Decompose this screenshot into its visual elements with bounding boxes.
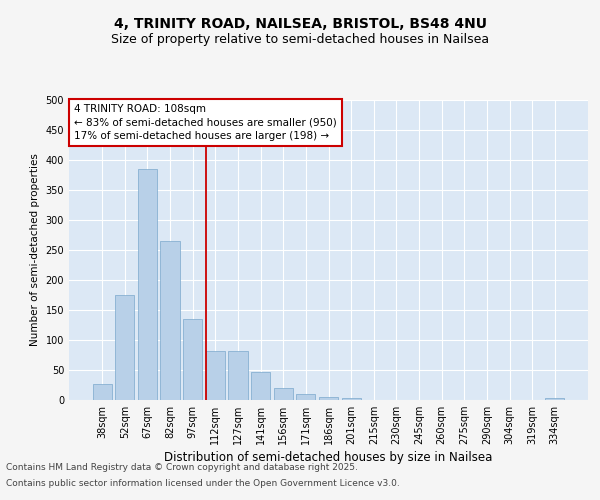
Text: Contains HM Land Registry data © Crown copyright and database right 2025.: Contains HM Land Registry data © Crown c… [6, 464, 358, 472]
Y-axis label: Number of semi-detached properties: Number of semi-detached properties [30, 154, 40, 346]
Bar [251, 372, 270, 400]
Bar [160, 241, 180, 400]
X-axis label: Distribution of semi-detached houses by size in Nailsea: Distribution of semi-detached houses by … [164, 452, 493, 464]
Bar [296, 394, 316, 400]
Bar [206, 351, 225, 400]
Text: 4, TRINITY ROAD, NAILSEA, BRISTOL, BS48 4NU: 4, TRINITY ROAD, NAILSEA, BRISTOL, BS48 … [113, 18, 487, 32]
Bar [545, 398, 565, 400]
Bar [229, 351, 248, 400]
Bar [341, 398, 361, 400]
Text: Size of property relative to semi-detached houses in Nailsea: Size of property relative to semi-detach… [111, 32, 489, 46]
Bar [138, 169, 157, 400]
Bar [319, 397, 338, 400]
Bar [92, 384, 112, 400]
Bar [183, 319, 202, 400]
Bar [274, 388, 293, 400]
Text: 4 TRINITY ROAD: 108sqm
← 83% of semi-detached houses are smaller (950)
17% of se: 4 TRINITY ROAD: 108sqm ← 83% of semi-det… [74, 104, 337, 141]
Text: Contains public sector information licensed under the Open Government Licence v3: Contains public sector information licen… [6, 478, 400, 488]
Bar [115, 295, 134, 400]
